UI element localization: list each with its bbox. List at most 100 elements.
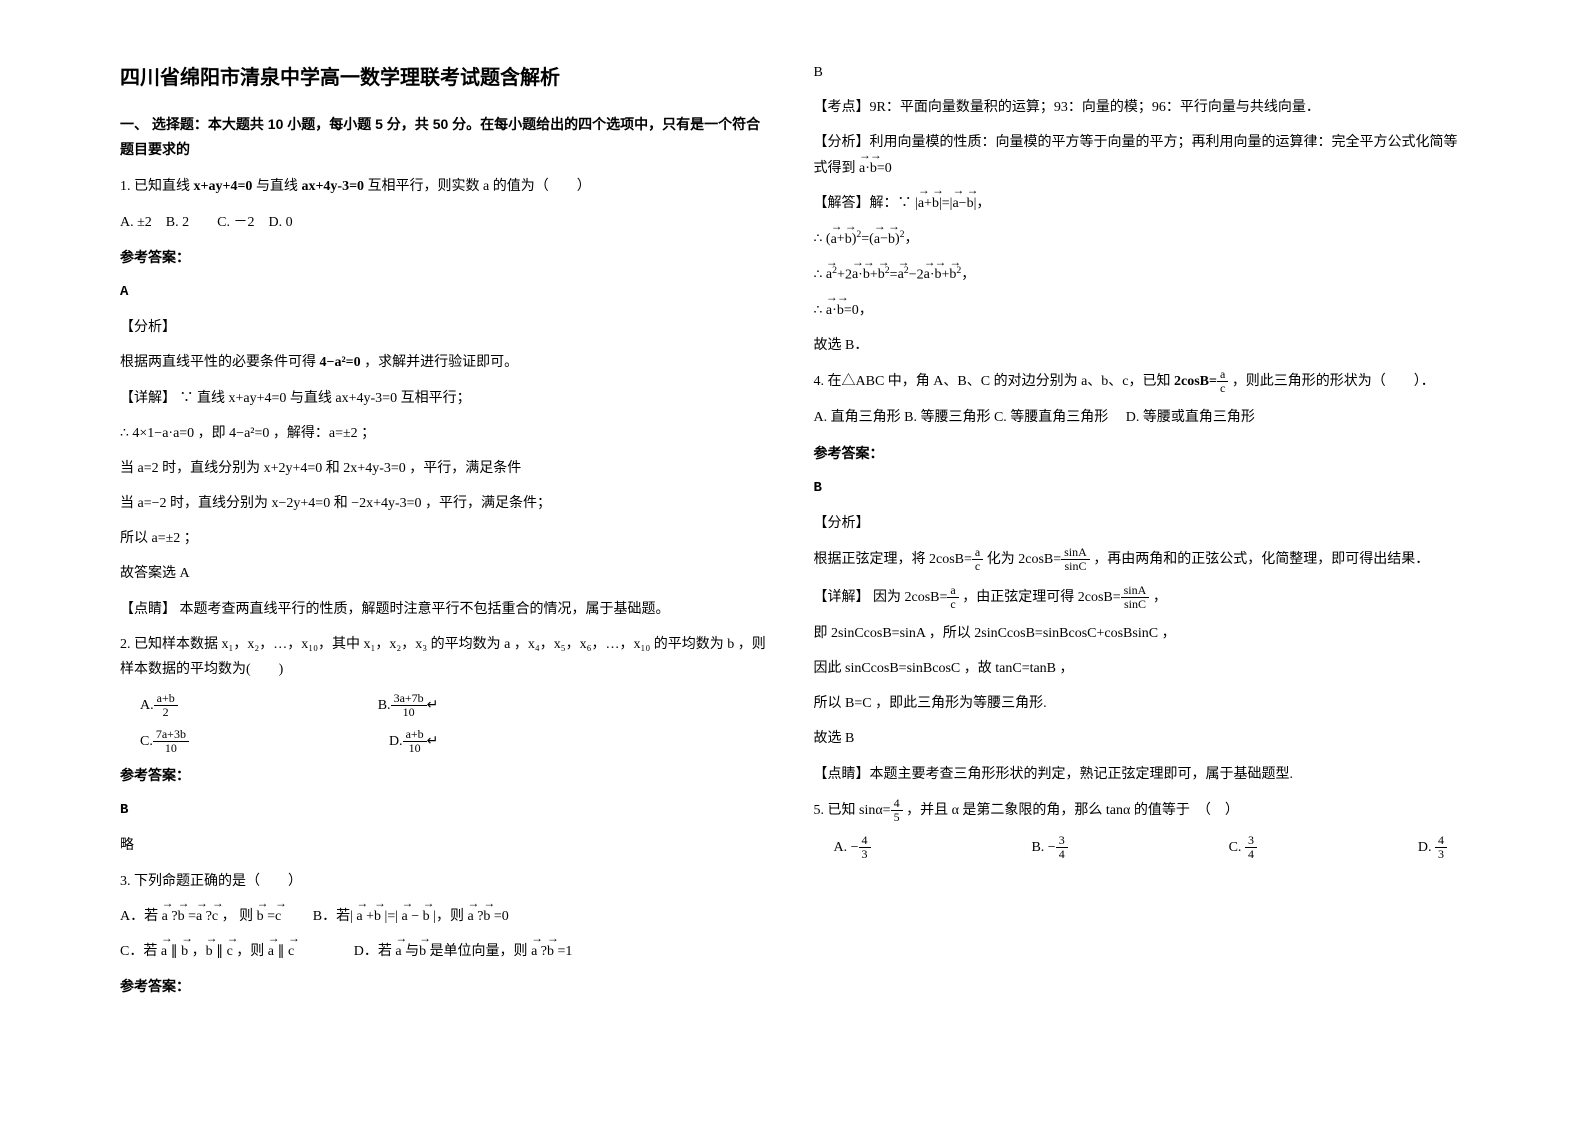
right-column: B 【考点】9R：平面向量数量积的运算；93：向量的模；96：平行向量与共线向量…: [794, 60, 1488, 1062]
q3-opts-cd: C．若 a ∥ b ，b ∥ c ，则 a ∥ c D．若 a 与b 是单位向量…: [120, 939, 774, 964]
q2-optA-l: A.: [140, 698, 154, 713]
q5-cn: 3: [1245, 834, 1257, 848]
q1-stem: 1. 已知直线 x+ay+4=0 与直线 ax+4y-3=0 互相平行，则实数 …: [120, 174, 774, 199]
q2-a-num: a+b: [154, 692, 178, 706]
q2-opts-row1: A.a+b2 B.3a+7b10↵: [120, 692, 774, 719]
q2-answer: B: [120, 798, 774, 823]
q3-optA: A．若 a ?b =a ?c ， 则 b =c: [120, 909, 281, 924]
q1-detail: 【详解】 ∵ 直线 x+ay+4=0 与直线 ax+4y-3=0 互相平行；: [120, 386, 774, 411]
q4-tl: 【点睛】: [814, 767, 870, 782]
q3-jieda-1: 【解答】解：∵ |a+b|=|a−b|，: [814, 191, 1468, 216]
q4-ed: c: [1217, 382, 1228, 395]
q1-stem-post: 互相平行，则实数 a 的值为（ ）: [368, 179, 591, 194]
q4-post: ，则此三角形的形状为（ ）．: [1232, 374, 1435, 389]
q4-d1c: ，: [1153, 589, 1167, 604]
q3-jieda-3: ∴ a2+2a·b+b2=a2−2a·b+b2，: [814, 262, 1468, 288]
q3-jieda-2: ∴ (a+b)2=(a−b)2，: [814, 226, 1468, 252]
q5-al: A.: [834, 840, 848, 855]
q2-stem: 2. 已知样本数据 x₁，x₂，…，x₁₀，其中 x₁，x₂，x₃ 的平均数为 …: [120, 632, 774, 682]
q3-answer: B: [814, 60, 1468, 85]
q5-bs: −: [1048, 840, 1056, 855]
q1-analysis-1: 根据两直线平性的必要条件可得 4−a²=0 ，求解并进行验证即可。: [120, 350, 774, 375]
q5-bl: B.: [1031, 840, 1044, 855]
q3-kaodian: 【考点】9R：平面向量数量积的运算；93：向量的模；96：平行向量与共线向量．: [814, 95, 1468, 120]
q5-as: −: [851, 840, 859, 855]
q1-mid: 与直线: [256, 179, 302, 194]
q1-analysis-label: 【分析】: [120, 315, 774, 340]
q4-d1d: c: [947, 598, 958, 611]
q1-detail-5: 所以 a=±2 ；: [120, 526, 774, 551]
q3-kd-l: 【考点】: [814, 100, 870, 115]
q3-optC: C．若 a ∥ b ，b ∥ c ，则 a ∥ c: [120, 944, 294, 959]
q4-lhs: 2cosB=: [1174, 374, 1217, 389]
q4-f1d: c: [972, 560, 983, 573]
q2-answer-label: 参考答案：: [120, 763, 774, 788]
q4-answer-label: 参考答案：: [814, 441, 1468, 466]
q1-options: A. ±2 B. 2 C. －2 D. 0: [120, 210, 774, 235]
q3-answer-label: 参考答案：: [120, 974, 774, 999]
q2-optC-l: C.: [140, 733, 153, 748]
q1-an-post: ，求解并进行验证即可。: [364, 355, 518, 370]
q1-tip: 【点睛】 本题考查两直线平行的性质，解题时注意平行不包括重合的情况，属于基础题。: [120, 597, 774, 622]
q5-mid: ，并且 α 是第二象限的角，那么 tanα 的值等于 （ ）: [906, 803, 1239, 818]
q4-dl: 【详解】: [814, 589, 870, 604]
q3-jd-l: 【解答】: [814, 196, 870, 211]
q5-dl2: D.: [1418, 840, 1432, 855]
q2-extra: 略: [120, 833, 774, 858]
q5-en: 4: [891, 797, 903, 811]
q1-eq1: x+ay+4=0: [194, 179, 253, 194]
q2-b-num: 3a+7b: [391, 692, 427, 706]
q1-an-pre: 根据两直线平性的必要条件可得: [120, 355, 316, 370]
q5-optB: B. −34: [1031, 834, 1067, 861]
q4-detail-2: 即 2sinCcosB=sinA ，所以 2sinCcosB=sinBcosC+…: [814, 621, 1468, 646]
q1-detail-3: 当 a=2 时，直线分别为 x+2y+4=0 和 2x+4y-3=0 ，平行，满…: [120, 456, 774, 481]
q5-opts: A. −43 B. −34 C. 34 D. 43: [814, 834, 1468, 861]
q4-tip: 【点睛】本题主要考查三角形形状的判定，熟记正弦定理即可，属于基础题型.: [814, 762, 1468, 787]
q5-optA: A. −43: [834, 834, 871, 861]
section-header: 一、 选择题：本大题共 10 小题，每小题 5 分，共 50 分。在每小题给出的…: [120, 112, 774, 162]
q1-eq2: ax+4y-3=0: [301, 179, 364, 194]
q5-bn: 3: [1056, 834, 1068, 848]
q4-f2n: sinA: [1061, 546, 1090, 560]
q1-detail-2: ∴ 4×1−a·a=0 ，即 4−a²=0 ，解得：a=±2 ；: [120, 421, 774, 446]
q4-d1: 因为 2cosB=: [873, 589, 947, 604]
q5-optD: D. 43: [1418, 834, 1447, 861]
q5-cd: 4: [1245, 848, 1257, 861]
q4-answer: B: [814, 476, 1468, 501]
q4-fenxi: 根据正弦定理，将 2cosB=ac 化为 2cosB=sinAsinC ，再由两…: [814, 546, 1468, 573]
q2-optB-l: B.: [378, 698, 391, 713]
q1-tip-text: 本题考查两直线平行的性质，解题时注意平行不包括重合的情况，属于基础题。: [180, 602, 670, 617]
q3-jieda-4: ∴ a·b=0，: [814, 298, 1468, 323]
q3-optB: B．若| a +b |=| a − b |，则 a ?b =0: [313, 909, 509, 924]
q4-d1n: a: [947, 584, 958, 598]
q5-optC: C. 34: [1229, 834, 1257, 861]
q1-answer: A: [120, 280, 774, 305]
q4-d1bd: sinC: [1121, 598, 1150, 611]
q1-detail-4: 当 a=−2 时，直线分别为 x−2y+4=0 和 −2x+4y-3=0 ，平行…: [120, 491, 774, 516]
q3-kd: 9R：平面向量数量积的运算；93：向量的模；96：平行向量与共线向量．: [870, 100, 1320, 115]
q4-f1n: a: [972, 546, 983, 560]
q3-jieda-5: 故选 B．: [814, 333, 1468, 358]
q3-optD: D．若 a 与b 是单位向量，则 a ?b =1: [354, 944, 573, 959]
q2-a-den: 2: [154, 706, 178, 719]
q5-stem: 5. 已知 sinα=45 ，并且 α 是第二象限的角，那么 tanα 的值等于…: [814, 797, 1468, 824]
q3-fenxi: 【分析】利用向量模的性质：向量模的平方等于向量的平方；再利用向量的运算律：完全平…: [814, 130, 1468, 180]
q2-c-den: 10: [153, 742, 189, 755]
q4-f3: ，再由两角和的正弦公式，化简整理，即可得出结果．: [1093, 552, 1429, 567]
q4-pre: 4. 在△ABC 中，角 A、B、C 的对边分别为 a、b、c，已知: [814, 374, 1175, 389]
q5-bd: 4: [1056, 848, 1068, 861]
q2-b-den: 10: [391, 706, 427, 719]
q4-f2d: sinC: [1061, 560, 1090, 573]
q2-optA: A.a+b2: [140, 692, 178, 719]
q4-f1: 根据正弦定理，将 2cosB=: [814, 552, 972, 567]
q2-c-num: 7a+3b: [153, 728, 189, 742]
q4-f2: 化为 2cosB=: [987, 552, 1061, 567]
q4-stem: 4. 在△ABC 中，角 A、B、C 的对边分别为 a、b、c，已知 2cosB…: [814, 368, 1468, 395]
q4-detail-1: 【详解】 因为 2cosB=ac ，由正弦定理可得 2cosB=sinAsinC…: [814, 584, 1468, 611]
q1-answer-label: 参考答案：: [120, 245, 774, 270]
q2-d-num: a+b: [403, 728, 427, 742]
q5-ad: 3: [859, 848, 871, 861]
q4-en: a: [1217, 368, 1228, 382]
q2-optD-l: D.: [389, 733, 403, 748]
q4-conclude: 故选 B: [814, 726, 1468, 751]
